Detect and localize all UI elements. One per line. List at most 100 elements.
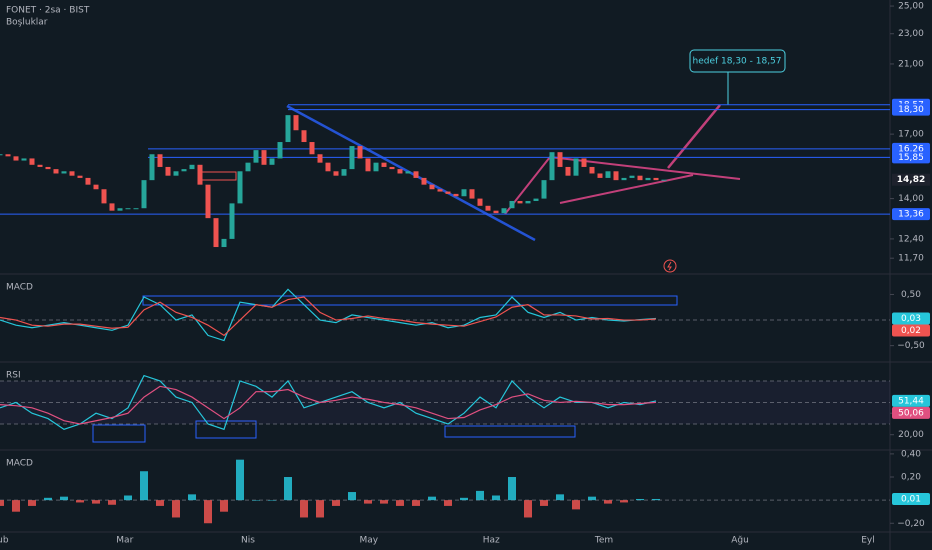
candle [229, 203, 235, 239]
indicator-line [0, 385, 657, 425]
candle [421, 177, 427, 185]
candle [189, 164, 195, 170]
candle [205, 184, 211, 219]
event-icon [663, 259, 677, 273]
candle [341, 169, 347, 176]
candle [413, 171, 419, 178]
candle [13, 156, 19, 161]
candle [77, 175, 83, 178]
candle [213, 218, 219, 248]
chart-title: FONET · 2sa · BIST [6, 6, 90, 16]
histogram-bar [316, 500, 324, 518]
candle [309, 142, 315, 155]
histogram-bar [588, 496, 596, 501]
histogram-bar [140, 471, 148, 501]
histogram-bar [268, 500, 276, 501]
histogram-bar [556, 494, 564, 501]
candle [133, 208, 139, 210]
candle [517, 200, 523, 204]
indicator-line [0, 288, 657, 342]
candle [125, 208, 131, 210]
histogram-bar [252, 500, 260, 501]
price-label-box [892, 151, 930, 164]
candle [253, 150, 259, 163]
candle [333, 171, 339, 176]
y-tick-label: 0,50 [901, 290, 921, 300]
candle [549, 152, 555, 181]
candle [53, 169, 59, 174]
x-tick-label: Mar [116, 536, 133, 546]
candle [493, 210, 499, 214]
histogram-bar [124, 495, 132, 501]
candle [605, 171, 611, 178]
candle [485, 205, 491, 211]
candle [405, 171, 411, 174]
candle [525, 200, 531, 204]
price-label: 50,06 [898, 408, 924, 418]
histogram-bar [476, 490, 484, 501]
candle [613, 171, 619, 181]
histogram-bar [92, 500, 100, 504]
price-label: 0,02 [901, 326, 921, 336]
candle [69, 171, 75, 176]
pattern-line [559, 174, 694, 204]
candle [21, 158, 27, 161]
candle [173, 171, 179, 176]
x-tick-label: Eyl [861, 536, 875, 546]
x-tick-label: Nis [241, 536, 255, 546]
candle [581, 158, 587, 167]
candle [533, 198, 539, 201]
price-label-box [892, 492, 930, 505]
indicator-line [0, 296, 657, 337]
highlight-box [142, 295, 678, 306]
y-tick-label: 14,00 [898, 194, 924, 204]
candle [445, 191, 451, 194]
candle [141, 180, 147, 209]
candle [629, 175, 635, 178]
y-tick-label: 21,00 [898, 59, 924, 69]
price-label: 15,85 [898, 153, 924, 163]
candle [509, 200, 515, 209]
histogram-bar [28, 500, 36, 506]
candle [29, 158, 35, 165]
histogram-bar [620, 500, 628, 503]
candle [557, 152, 563, 167]
candle [61, 171, 67, 174]
histogram-bar [412, 500, 420, 506]
histogram-bar [428, 496, 436, 501]
y-tick-label: 0,20 [901, 473, 921, 483]
histogram-bar [284, 477, 292, 501]
price-label-box [892, 324, 930, 337]
candle [389, 166, 395, 170]
histogram-bar [604, 500, 612, 504]
candle [477, 198, 483, 206]
histogram-bar [380, 500, 388, 504]
candle [317, 154, 323, 163]
candle [597, 173, 603, 178]
x-tick-label: May [359, 536, 378, 546]
histogram-bar [524, 500, 532, 518]
price-label-box [892, 394, 930, 407]
pane-title: MACD [6, 283, 33, 293]
candle [621, 177, 627, 181]
y-tick-label: 17,00 [898, 130, 924, 140]
candle [285, 115, 291, 143]
price-label-box [892, 208, 930, 221]
histogram-bar [12, 500, 20, 512]
y-tick-label: 0,40 [901, 449, 921, 459]
histogram-bar [492, 495, 500, 501]
y-tick-label: 20,00 [898, 430, 924, 440]
histogram-bar [44, 497, 52, 501]
candle [453, 193, 459, 197]
histogram-bar [444, 500, 452, 506]
candle [397, 169, 403, 174]
candle [653, 177, 659, 181]
y-tick-label: 23,00 [898, 29, 924, 39]
price-label: 0,01 [901, 494, 921, 504]
y-tick-label: 25,00 [898, 2, 924, 12]
candle [221, 238, 227, 248]
last-price-marker [892, 173, 930, 186]
histogram-bar [364, 500, 372, 504]
candle [261, 150, 267, 165]
